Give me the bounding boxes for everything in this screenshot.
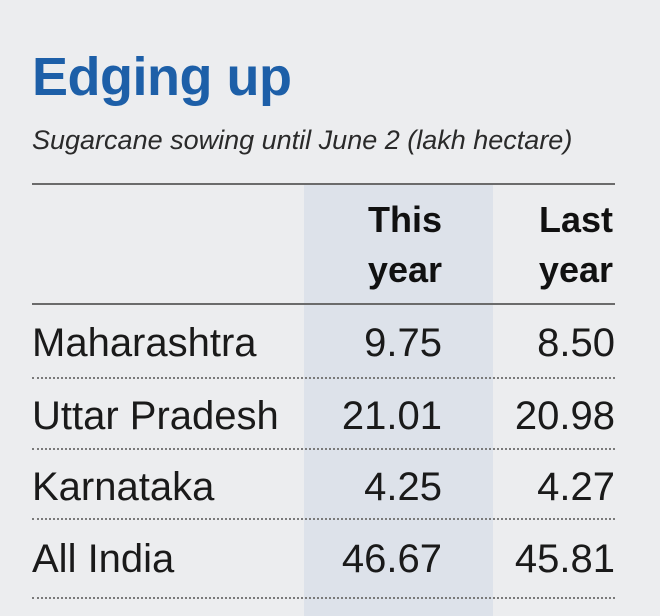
this-year-value: 21.01 <box>341 394 442 438</box>
this-year-column-highlight <box>304 183 493 616</box>
row-divider <box>32 518 615 520</box>
chart-title: Edging up <box>32 47 292 107</box>
table-row: Maharashtra 9.75 8.50 <box>32 307 615 379</box>
state-name: Uttar Pradesh <box>32 394 279 438</box>
chart-subtitle: Sugarcane sowing until June 2 (lakh hect… <box>32 125 573 155</box>
table-row: Uttar Pradesh 21.01 20.98 <box>32 380 615 452</box>
table-row: Karnataka 4.25 4.27 <box>32 451 615 523</box>
data-table: This year Last year Maharashtra 9.75 8.5… <box>32 183 615 616</box>
state-name: Maharashtra <box>32 321 257 365</box>
row-divider <box>32 448 615 450</box>
this-year-value: 4.25 <box>364 465 442 509</box>
table-row: All India 46.67 45.81 <box>32 523 615 595</box>
state-name: All India <box>32 537 175 581</box>
header-bottom-rule <box>32 303 615 305</box>
column-header-last-year: Last year <box>493 195 613 295</box>
column-header-this-year-line-2: year <box>367 249 442 290</box>
last-year-value: 45.81 <box>514 537 615 581</box>
this-year-value: 46.67 <box>341 537 442 581</box>
column-header-this-year: This year <box>304 195 442 295</box>
column-header-last-year-line-1: Last <box>538 199 613 240</box>
column-header-last-year-line-2: year <box>538 249 613 290</box>
row-divider <box>32 377 615 379</box>
this-year-value: 9.75 <box>364 321 442 365</box>
last-year-value: 8.50 <box>537 321 615 365</box>
state-name: Karnataka <box>32 465 215 509</box>
row-divider <box>32 597 615 599</box>
last-year-value: 20.98 <box>514 394 615 438</box>
last-year-value: 4.27 <box>537 465 615 509</box>
column-header-this-year-line-1: This <box>367 199 442 240</box>
table-top-rule <box>32 183 615 185</box>
